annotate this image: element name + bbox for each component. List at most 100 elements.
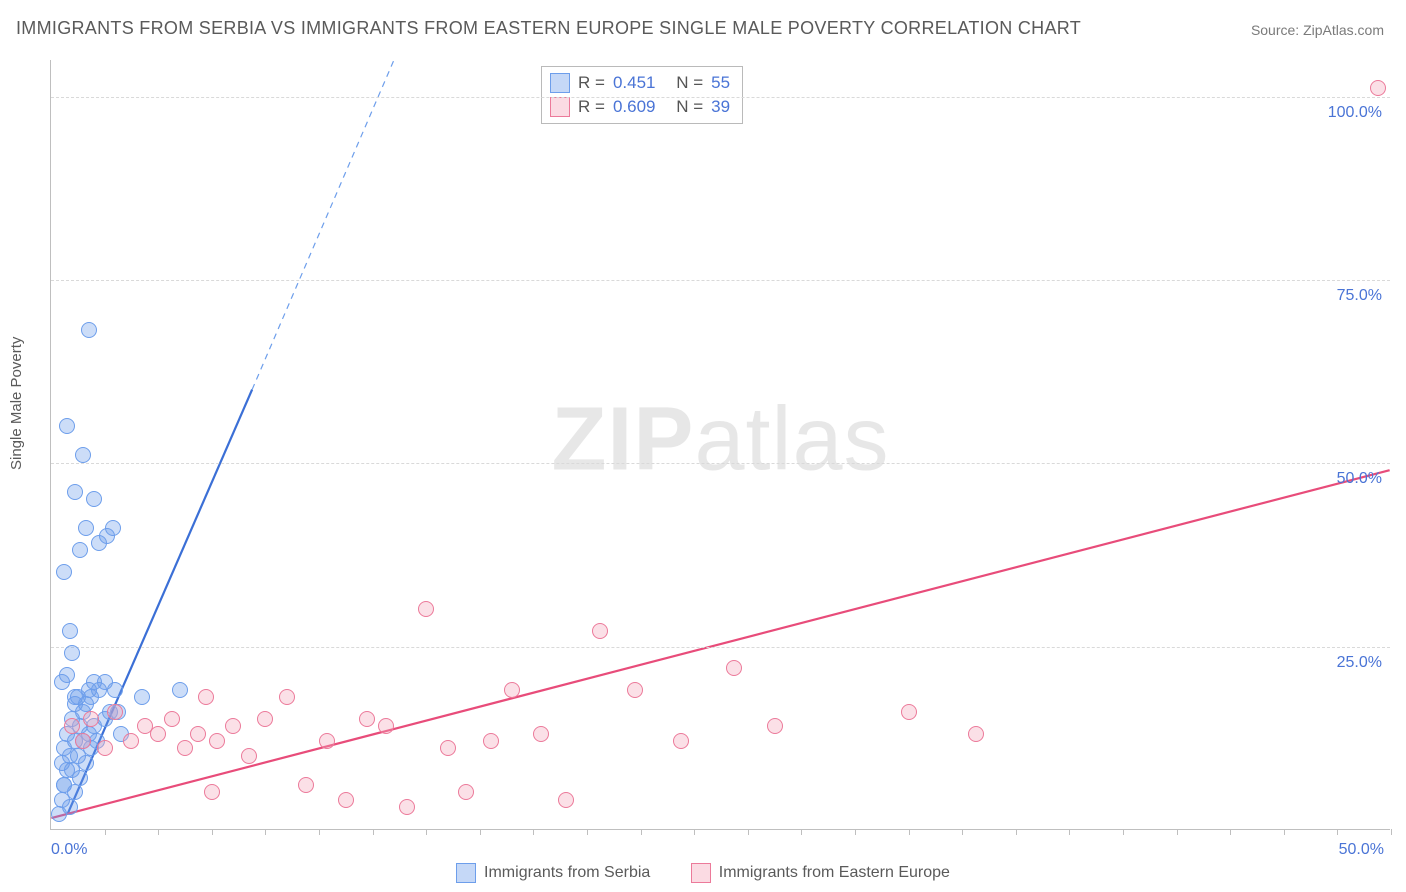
data-point bbox=[64, 762, 80, 778]
x-tick bbox=[212, 829, 213, 835]
data-point bbox=[105, 520, 121, 536]
data-point bbox=[533, 726, 549, 742]
data-point bbox=[627, 682, 643, 698]
x-tick bbox=[1391, 829, 1392, 835]
data-point bbox=[399, 799, 415, 815]
trend-line bbox=[252, 60, 394, 390]
y-axis-label: Single Male Poverty bbox=[8, 337, 25, 470]
x-tick bbox=[426, 829, 427, 835]
data-point bbox=[901, 704, 917, 720]
x-tick bbox=[748, 829, 749, 835]
data-point bbox=[504, 682, 520, 698]
data-point bbox=[1370, 80, 1386, 96]
r-value: 0.451 bbox=[613, 71, 656, 95]
x-tick bbox=[641, 829, 642, 835]
data-point bbox=[190, 726, 206, 742]
n-label: N = bbox=[676, 95, 703, 119]
y-tick-label: 100.0% bbox=[1328, 104, 1382, 122]
r-label: R = bbox=[578, 95, 605, 119]
data-point bbox=[319, 733, 335, 749]
x-tick bbox=[1069, 829, 1070, 835]
x-tick bbox=[587, 829, 588, 835]
data-point bbox=[359, 711, 375, 727]
data-point bbox=[56, 777, 72, 793]
data-point bbox=[150, 726, 166, 742]
data-point bbox=[592, 623, 608, 639]
legend-item: Immigrants from Serbia bbox=[456, 863, 650, 883]
x-tick bbox=[1230, 829, 1231, 835]
data-point bbox=[418, 601, 434, 617]
data-point bbox=[440, 740, 456, 756]
watermark: ZIPatlas bbox=[551, 388, 889, 491]
y-tick-label: 25.0% bbox=[1337, 654, 1382, 672]
data-point bbox=[673, 733, 689, 749]
swatch-icon bbox=[550, 97, 570, 117]
data-point bbox=[59, 418, 75, 434]
data-point bbox=[75, 447, 91, 463]
x-tick-label: 50.0% bbox=[1339, 841, 1384, 859]
data-point bbox=[72, 542, 88, 558]
data-point bbox=[257, 711, 273, 727]
gridline bbox=[51, 97, 1390, 98]
plot-area: ZIPatlas R = 0.451 N = 55 R = 0.609 N = … bbox=[50, 60, 1390, 830]
data-point bbox=[458, 784, 474, 800]
correlation-legend: R = 0.451 N = 55 R = 0.609 N = 39 bbox=[541, 66, 743, 124]
data-point bbox=[279, 689, 295, 705]
data-point bbox=[62, 799, 78, 815]
data-point bbox=[767, 718, 783, 734]
data-point bbox=[75, 733, 91, 749]
gridline bbox=[51, 647, 1390, 648]
data-point bbox=[107, 682, 123, 698]
data-point bbox=[107, 704, 123, 720]
data-point bbox=[67, 484, 83, 500]
x-tick bbox=[265, 829, 266, 835]
x-tick bbox=[105, 829, 106, 835]
x-tick bbox=[855, 829, 856, 835]
x-tick bbox=[1337, 829, 1338, 835]
data-point bbox=[172, 682, 188, 698]
data-point bbox=[67, 689, 83, 705]
x-tick bbox=[1016, 829, 1017, 835]
y-tick-label: 50.0% bbox=[1337, 470, 1382, 488]
data-point bbox=[134, 689, 150, 705]
data-point bbox=[59, 667, 75, 683]
source-attribution: Source: ZipAtlas.com bbox=[1251, 22, 1384, 38]
r-value: 0.609 bbox=[613, 95, 656, 119]
x-tick bbox=[158, 829, 159, 835]
legend-row: R = 0.451 N = 55 bbox=[550, 71, 730, 95]
chart-container: Single Male Poverty ZIPatlas R = 0.451 N… bbox=[0, 50, 1406, 892]
series-legend: Immigrants from Serbia Immigrants from E… bbox=[0, 863, 1406, 888]
n-label: N = bbox=[676, 71, 703, 95]
x-tick bbox=[373, 829, 374, 835]
swatch-icon bbox=[691, 863, 711, 883]
data-point bbox=[726, 660, 742, 676]
n-value: 39 bbox=[711, 95, 730, 119]
gridline bbox=[51, 280, 1390, 281]
r-label: R = bbox=[578, 71, 605, 95]
data-point bbox=[483, 733, 499, 749]
data-point bbox=[378, 718, 394, 734]
data-point bbox=[241, 748, 257, 764]
x-tick bbox=[801, 829, 802, 835]
watermark-rest: atlas bbox=[694, 389, 889, 489]
data-point bbox=[209, 733, 225, 749]
x-tick bbox=[1177, 829, 1178, 835]
trend-line bbox=[51, 470, 1389, 818]
data-point bbox=[78, 520, 94, 536]
data-point bbox=[225, 718, 241, 734]
legend-label: Immigrants from Eastern Europe bbox=[719, 864, 950, 882]
data-point bbox=[97, 740, 113, 756]
data-point bbox=[83, 711, 99, 727]
data-point bbox=[164, 711, 180, 727]
x-tick bbox=[909, 829, 910, 835]
data-point bbox=[64, 718, 80, 734]
legend-row: R = 0.609 N = 39 bbox=[550, 95, 730, 119]
data-point bbox=[64, 645, 80, 661]
x-tick bbox=[1284, 829, 1285, 835]
n-value: 55 bbox=[711, 71, 730, 95]
x-tick bbox=[480, 829, 481, 835]
y-tick-label: 75.0% bbox=[1337, 287, 1382, 305]
data-point bbox=[338, 792, 354, 808]
x-tick bbox=[533, 829, 534, 835]
data-point bbox=[86, 491, 102, 507]
